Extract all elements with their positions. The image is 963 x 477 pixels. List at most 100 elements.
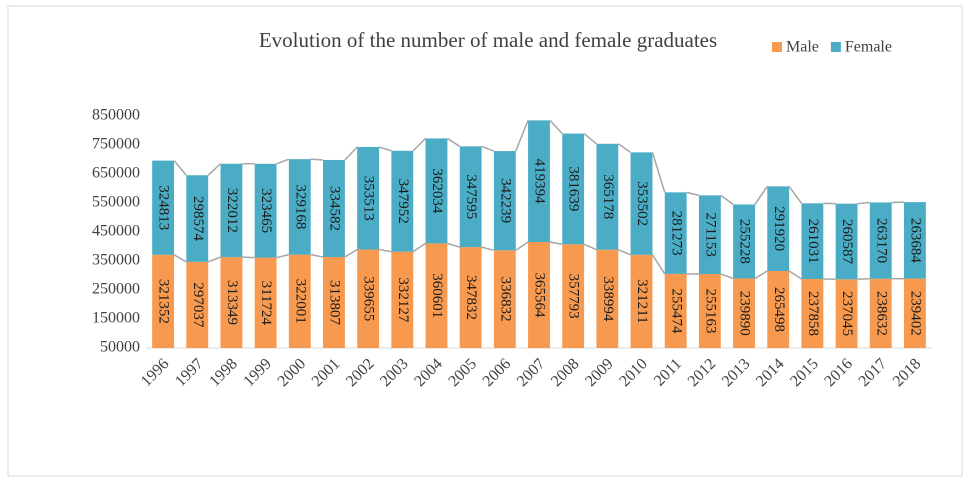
series-line	[651, 152, 666, 193]
legend-swatch	[772, 42, 782, 52]
data-label: 265498	[771, 287, 787, 332]
series-line	[344, 248, 358, 258]
series-line	[412, 242, 426, 253]
data-label: 347952	[395, 179, 411, 224]
series-line	[549, 119, 563, 135]
data-label: 237045	[839, 291, 855, 336]
bar-segment	[493, 151, 516, 251]
data-label: 281273	[668, 211, 684, 256]
data-label: 313807	[327, 280, 343, 326]
series-line	[310, 158, 324, 161]
data-label: 298574	[190, 196, 206, 242]
data-label: 321352	[156, 279, 172, 324]
data-label: 347595	[463, 174, 479, 219]
bar-segment	[459, 247, 482, 348]
y-tick-label: 350000	[92, 252, 140, 269]
series-line	[686, 191, 700, 197]
data-label: 297037	[190, 282, 206, 328]
series-line	[583, 132, 597, 145]
data-label: 353513	[361, 176, 377, 221]
data-label: 365178	[600, 174, 616, 219]
series-line	[754, 185, 768, 205]
series-line	[378, 146, 392, 152]
bar-segment	[801, 279, 824, 348]
data-label: 329168	[292, 184, 308, 229]
y-tick-label: 50000	[100, 339, 140, 356]
bar-segment	[186, 261, 209, 348]
bar-segment	[562, 133, 585, 245]
data-label: 322001	[292, 279, 308, 324]
bar-segment	[152, 160, 175, 255]
data-label: 339655	[361, 276, 377, 321]
bar-segment	[220, 163, 243, 258]
data-label: 336832	[497, 277, 513, 322]
chart-title: Evolution of the number of male and fema…	[259, 28, 717, 52]
bar-segment	[664, 192, 687, 274]
data-label: 332127	[395, 277, 411, 323]
bar-segment	[733, 278, 755, 348]
data-label: 255228	[737, 219, 753, 264]
series-line	[788, 270, 802, 280]
bar-segment	[869, 278, 892, 348]
bar-segment	[152, 254, 175, 348]
data-label: 365564	[532, 272, 548, 318]
data-label: 362034	[429, 168, 445, 214]
data-label: 334582	[327, 186, 343, 231]
series-line	[207, 163, 222, 176]
data-label: 239402	[907, 291, 923, 336]
y-tick-label: 650000	[92, 165, 140, 182]
bar-segment	[391, 251, 414, 348]
data-label: 263170	[873, 218, 889, 263]
data-label: 381639	[566, 166, 582, 211]
y-tick-label: 150000	[92, 310, 140, 327]
bar-segment	[698, 195, 721, 275]
data-label: 357793	[566, 274, 582, 319]
bar-segment	[425, 138, 448, 244]
y-tick-label: 750000	[92, 136, 140, 153]
series-line	[378, 248, 392, 253]
data-label: 323465	[258, 188, 274, 233]
bar-segment	[835, 279, 858, 348]
series-line	[720, 194, 734, 206]
bar-segment	[357, 146, 380, 250]
bar-segment	[767, 186, 790, 272]
bar-segment	[698, 274, 721, 348]
bar-segment	[254, 163, 277, 258]
series-line	[754, 270, 768, 280]
series-line	[412, 137, 427, 152]
data-label: 255163	[702, 289, 718, 334]
data-label: 238632	[873, 291, 889, 336]
series-line	[515, 241, 529, 251]
bar-segment	[459, 146, 482, 248]
series-line	[617, 249, 631, 256]
series-line	[207, 256, 221, 263]
bar-segment	[801, 203, 824, 280]
data-label: 261031	[805, 219, 821, 264]
legend-label: Male	[786, 39, 819, 56]
bar-segment	[733, 204, 755, 279]
series-line	[720, 273, 734, 280]
series-line	[173, 160, 187, 176]
data-label: 324813	[156, 185, 172, 230]
data-label: 360601	[429, 273, 445, 318]
data-label: 419394	[532, 159, 548, 205]
bar-segment	[903, 202, 926, 279]
series-line	[583, 243, 597, 251]
bar-segment	[425, 243, 448, 348]
y-tick-label: 450000	[92, 223, 140, 240]
y-tick-label: 250000	[92, 281, 140, 298]
series-line	[515, 120, 529, 152]
data-label: 311724	[258, 281, 274, 326]
bar-segment	[528, 120, 550, 242]
data-label: 263684	[907, 218, 923, 264]
bar-segment	[630, 254, 653, 348]
bar-segment	[869, 202, 892, 279]
series-line	[276, 253, 290, 259]
series-line	[310, 253, 324, 258]
data-label: 291920	[771, 206, 787, 251]
series-line	[481, 145, 495, 152]
bar-segment	[288, 254, 311, 348]
bar-segment	[254, 257, 277, 348]
y-tick-label: 850000	[92, 107, 140, 124]
bar-segment	[596, 249, 619, 348]
